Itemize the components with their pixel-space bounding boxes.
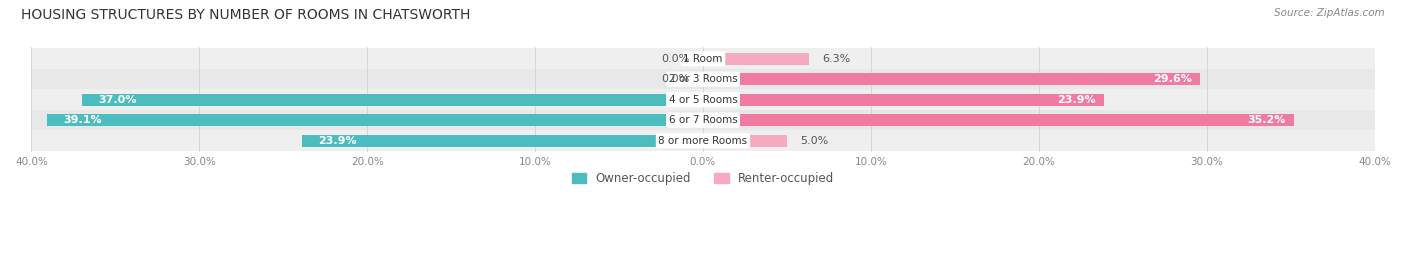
Bar — [82, 93, 703, 106]
Text: 1 Room: 1 Room — [683, 54, 723, 64]
Bar — [703, 93, 1104, 106]
Text: 6.3%: 6.3% — [823, 54, 851, 64]
Text: 29.6%: 29.6% — [1153, 74, 1191, 84]
Bar — [31, 89, 1375, 110]
Text: HOUSING STRUCTURES BY NUMBER OF ROOMS IN CHATSWORTH: HOUSING STRUCTURES BY NUMBER OF ROOMS IN… — [21, 8, 471, 22]
Bar — [31, 130, 1375, 151]
Text: 37.0%: 37.0% — [98, 95, 136, 105]
Text: 39.1%: 39.1% — [63, 115, 103, 125]
Text: Source: ZipAtlas.com: Source: ZipAtlas.com — [1274, 8, 1385, 18]
Bar — [31, 69, 1375, 89]
Bar — [31, 48, 1375, 69]
Bar — [302, 134, 703, 147]
Bar — [703, 114, 1294, 126]
Text: 23.9%: 23.9% — [319, 136, 357, 146]
Text: 6 or 7 Rooms: 6 or 7 Rooms — [669, 115, 737, 125]
Text: 0.0%: 0.0% — [661, 54, 689, 64]
Bar — [31, 110, 1375, 130]
Text: 0.0%: 0.0% — [661, 74, 689, 84]
Bar — [703, 134, 787, 147]
Bar — [46, 114, 703, 126]
Text: 23.9%: 23.9% — [1057, 95, 1095, 105]
Bar — [703, 53, 808, 65]
Bar — [703, 73, 1199, 85]
Text: 5.0%: 5.0% — [800, 136, 828, 146]
Text: 4 or 5 Rooms: 4 or 5 Rooms — [669, 95, 737, 105]
Text: 35.2%: 35.2% — [1247, 115, 1285, 125]
Text: 8 or more Rooms: 8 or more Rooms — [658, 136, 748, 146]
Text: 2 or 3 Rooms: 2 or 3 Rooms — [669, 74, 737, 84]
Legend: Owner-occupied, Renter-occupied: Owner-occupied, Renter-occupied — [567, 168, 839, 190]
